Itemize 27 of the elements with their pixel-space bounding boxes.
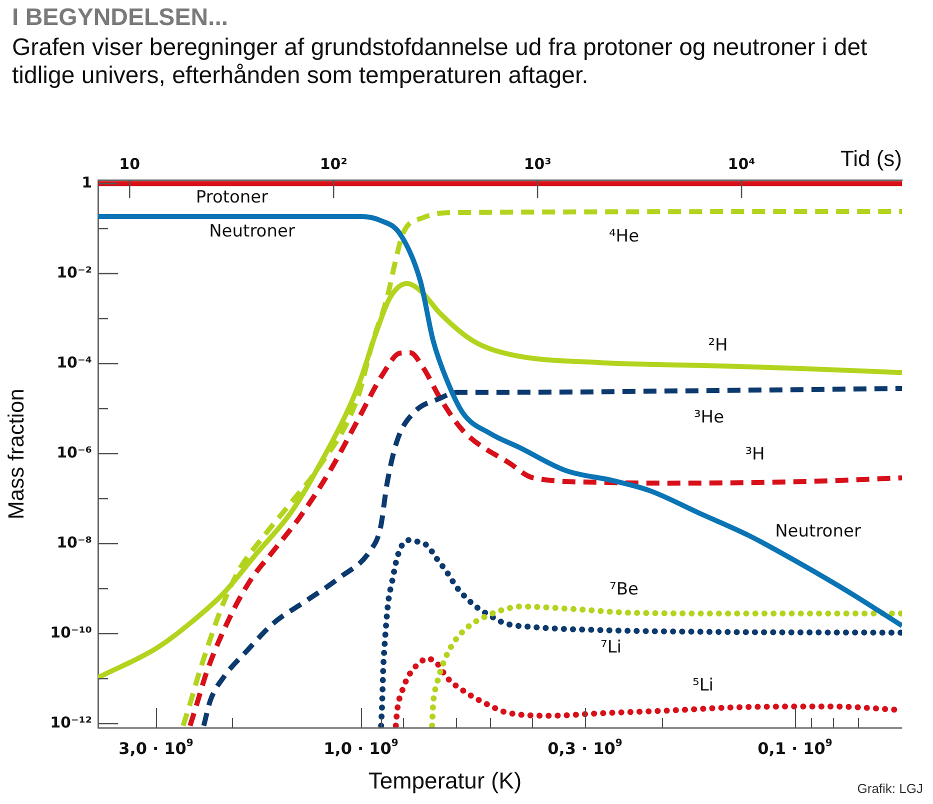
x-tick-label: 10² [320,154,348,173]
chart-title: I BEGYNDELSEN... [12,4,230,32]
series-label: ³He [694,407,724,428]
y-tick-label: 10⁻² [56,263,92,282]
text: Temperatur (K) [368,767,522,794]
y-tick-label: 10⁻¹⁰ [50,624,92,642]
y-tick-label: 10⁻¹² [50,714,92,732]
x-tick-label: 10 [119,154,140,173]
series-label: ⁷Be [610,579,638,600]
annotation: Neutroner [775,521,861,542]
series-label: ⁷Li [600,637,622,658]
series-label: Neutroner [209,221,295,242]
text: Grafik: LGJ [857,781,923,796]
series-label: Protoner [196,187,268,208]
series-label: ²H [708,335,728,356]
x-axis-title: Tid (s) [840,146,902,172]
series-label: ⁵Li [692,675,714,696]
series-label: ³H [745,444,765,464]
y-tick-label: 10⁻⁴ [56,353,92,372]
chart-subtitle: Grafen viser beregninger af grundstofdannelse ud fra protoner og neutroner i det tidlige univers, efterhånden som temperaturen aftager. [12,34,868,90]
series-label: ⁴He [608,226,640,246]
x-tick-label: 10⁴ [728,154,756,173]
x-tick-label: 10³ [524,154,552,173]
y-axis-title: Mass fraction [3,388,28,520]
y-tick-label: 1 [82,173,92,192]
y-tick-label: 10⁻⁶ [56,443,92,462]
y-tick-label: 10⁻⁸ [56,534,92,552]
